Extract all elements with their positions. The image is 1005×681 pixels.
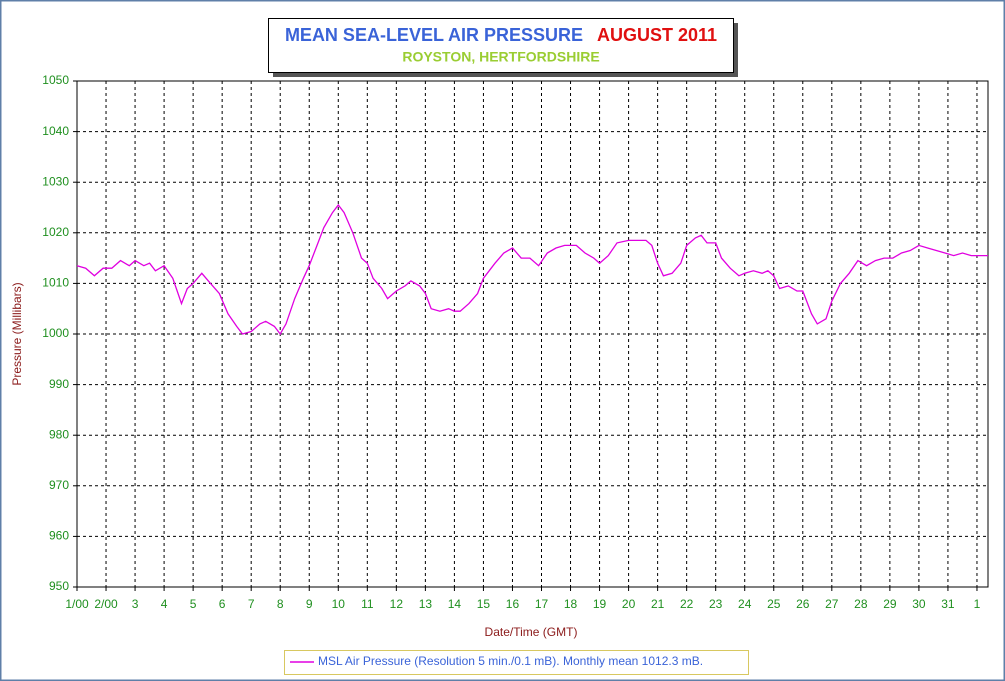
x-tick-label: 1/00: [65, 597, 89, 611]
chart-subtitle: ROYSTON, HERTFORDSHIRE: [402, 49, 599, 65]
x-tick-label: 29: [883, 597, 897, 611]
x-tick-label: 10: [332, 597, 346, 611]
x-tick-label: 1: [974, 597, 981, 611]
x-tick-label: 28: [854, 597, 868, 611]
y-tick-label: 980: [49, 427, 69, 441]
x-tick-label: 6: [219, 597, 226, 611]
y-tick-label: 1000: [42, 326, 69, 340]
x-tick-label: 5: [190, 597, 197, 611]
x-tick-label: 30: [912, 597, 926, 611]
y-tick-label: 1020: [42, 225, 69, 239]
x-tick-label: 19: [593, 597, 607, 611]
x-tick-label: 3: [132, 597, 139, 611]
x-tick-label: 24: [738, 597, 752, 611]
y-tick-label: 1050: [42, 73, 69, 87]
x-tick-label: 16: [506, 597, 520, 611]
legend-label: MSL Air Pressure (Resolution 5 min./0.1 …: [318, 654, 703, 668]
x-tick-label: 31: [941, 597, 955, 611]
x-tick-label: 18: [564, 597, 578, 611]
x-tick-label: 8: [277, 597, 284, 611]
y-tick-label: 960: [49, 529, 69, 543]
x-tick-label: 27: [825, 597, 839, 611]
y-tick-label: 990: [49, 377, 69, 391]
x-tick-label: 23: [709, 597, 723, 611]
x-tick-label: 11: [361, 597, 374, 611]
x-tick-label: 13: [419, 597, 433, 611]
x-tick-label: 25: [767, 597, 781, 611]
x-tick-label: 26: [796, 597, 810, 611]
legend-box: [284, 650, 749, 675]
y-tick-label: 1040: [42, 124, 69, 138]
x-tick-label: 15: [477, 597, 491, 611]
x-tick-label: 7: [248, 597, 255, 611]
x-tick-label: 4: [161, 597, 168, 611]
x-axis-label: Date/Time (GMT): [485, 625, 578, 639]
x-tick-label: 22: [680, 597, 694, 611]
y-tick-label: 950: [49, 579, 69, 593]
x-tick-label: 17: [535, 597, 549, 611]
x-tick-label: 9: [306, 597, 313, 611]
title-period: AUGUST 2011: [597, 25, 717, 45]
x-tick-label: 12: [390, 597, 404, 611]
y-tick-label: 1030: [42, 174, 69, 188]
title-main: MEAN SEA-LEVEL AIR PRESSURE: [285, 25, 583, 45]
x-tick-label: 14: [448, 597, 462, 611]
x-tick-label: 20: [622, 597, 636, 611]
title-box: [268, 18, 734, 73]
x-tick-label: 21: [651, 597, 665, 611]
y-tick-label: 1010: [42, 276, 69, 290]
y-axis-label: Pressure (Millibars): [10, 282, 24, 385]
y-tick-label: 970: [49, 478, 69, 492]
x-tick-label: 2/00: [94, 597, 118, 611]
data-line: [76, 203, 988, 336]
chart-title: MEAN SEA-LEVEL AIR PRESSURE AUGUST 2011: [285, 25, 717, 45]
